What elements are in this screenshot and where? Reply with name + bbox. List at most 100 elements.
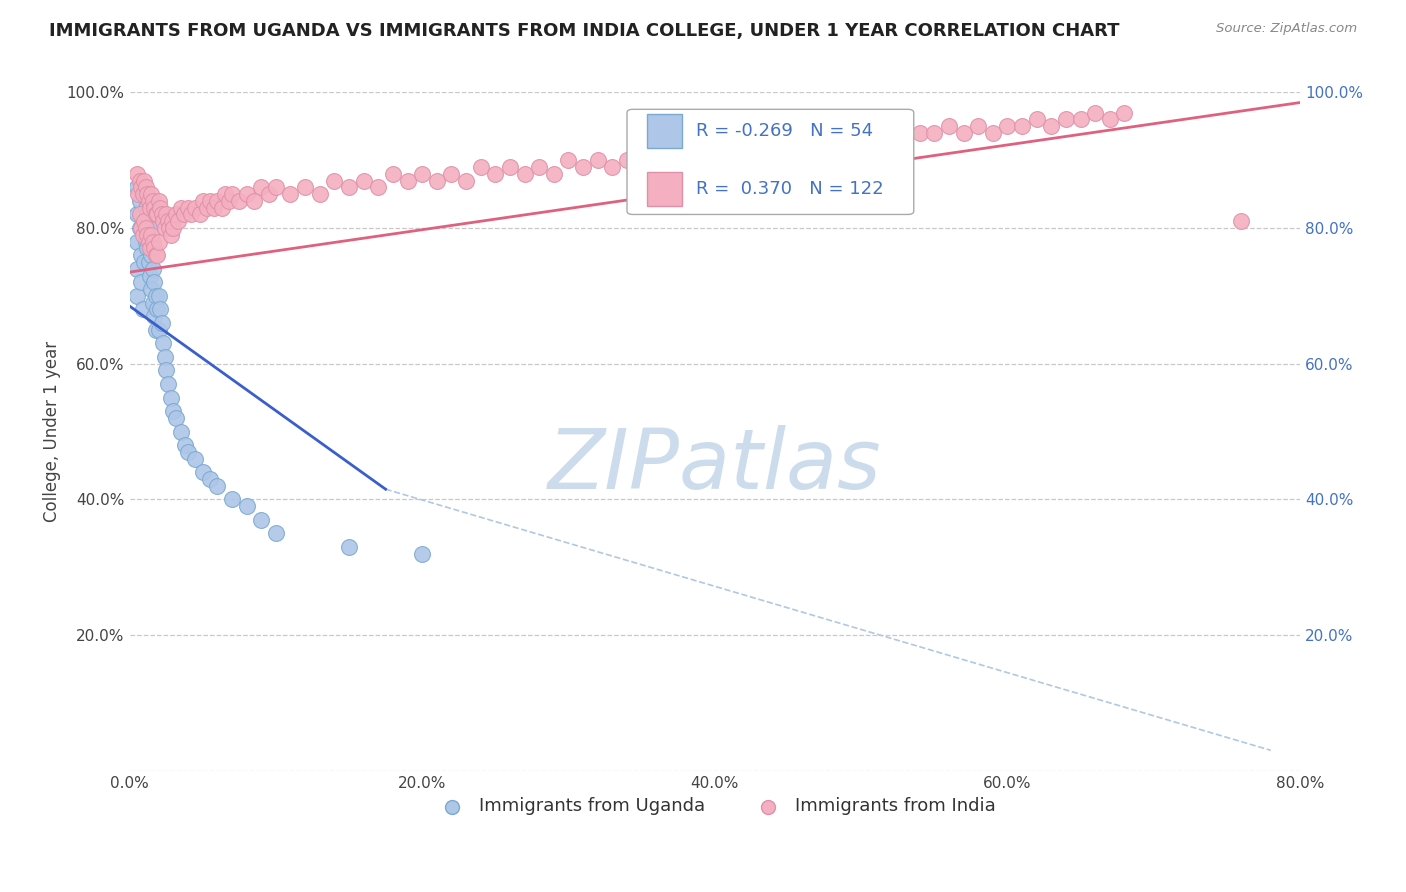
Point — [150, 207, 173, 221]
Text: ZIPatlas: ZIPatlas — [548, 425, 882, 506]
Point — [602, 160, 624, 174]
Point — [1040, 120, 1063, 134]
Point — [145, 248, 167, 262]
Point — [138, 255, 160, 269]
Point — [134, 221, 156, 235]
Point — [499, 160, 522, 174]
Point — [1098, 112, 1121, 127]
Text: Source: ZipAtlas.com: Source: ZipAtlas.com — [1216, 22, 1357, 36]
Point — [184, 201, 207, 215]
Point — [198, 194, 221, 208]
Point — [207, 479, 229, 493]
Point — [149, 201, 172, 215]
Point — [218, 194, 240, 208]
Text: R = -0.269   N = 54: R = -0.269 N = 54 — [696, 122, 873, 140]
Point — [177, 445, 200, 459]
Point — [367, 180, 389, 194]
Point — [143, 275, 166, 289]
Point — [221, 187, 243, 202]
Point — [180, 207, 202, 221]
Point — [135, 180, 157, 194]
Point — [191, 465, 214, 479]
Point — [733, 139, 755, 153]
Point — [353, 173, 375, 187]
Point — [865, 133, 887, 147]
Point — [165, 207, 187, 221]
Point — [894, 133, 917, 147]
Point — [135, 201, 157, 215]
Point — [128, 207, 150, 221]
Point — [153, 221, 176, 235]
Point — [162, 404, 184, 418]
Point — [139, 268, 162, 283]
Point — [806, 139, 828, 153]
Point — [1114, 105, 1136, 120]
Point — [294, 180, 316, 194]
Point — [689, 153, 711, 168]
Point — [141, 227, 163, 242]
Point — [146, 207, 169, 221]
Point — [125, 167, 148, 181]
Point — [835, 139, 858, 153]
Point — [139, 201, 162, 215]
Point — [543, 167, 565, 181]
Point — [228, 194, 250, 208]
Point — [250, 180, 273, 194]
Point — [138, 235, 160, 249]
Point — [156, 377, 179, 392]
Legend: Immigrants from Uganda, Immigrants from India: Immigrants from Uganda, Immigrants from … — [426, 790, 1002, 822]
Point — [142, 261, 165, 276]
Point — [148, 194, 170, 208]
Point — [129, 221, 152, 235]
Point — [159, 227, 181, 242]
Point — [156, 214, 179, 228]
Point — [142, 194, 165, 208]
Point — [995, 120, 1018, 134]
Point — [250, 513, 273, 527]
Point — [513, 167, 536, 181]
Point — [146, 302, 169, 317]
Point — [1084, 105, 1107, 120]
Text: R =  0.370   N = 122: R = 0.370 N = 122 — [696, 179, 884, 198]
Point — [138, 221, 160, 235]
Point — [135, 235, 157, 249]
Point — [981, 126, 1004, 140]
Point — [139, 235, 162, 249]
Point — [148, 289, 170, 303]
Point — [136, 207, 159, 221]
Point — [849, 133, 872, 147]
Bar — [647, 172, 682, 206]
Point — [127, 187, 149, 202]
Point — [776, 139, 799, 153]
Point — [938, 120, 960, 134]
Point — [143, 241, 166, 255]
Point — [134, 214, 156, 228]
Point — [908, 126, 931, 140]
Point — [153, 350, 176, 364]
Point — [134, 173, 156, 187]
Point — [162, 221, 184, 235]
Point — [411, 547, 433, 561]
Point — [152, 336, 174, 351]
Point — [125, 207, 148, 221]
Point — [879, 126, 901, 140]
Point — [198, 472, 221, 486]
Point — [131, 227, 153, 242]
Point — [792, 133, 814, 147]
Point — [174, 438, 197, 452]
Point — [264, 526, 287, 541]
Point — [221, 492, 243, 507]
Point — [157, 221, 180, 235]
Point — [159, 391, 181, 405]
Point — [152, 214, 174, 228]
Point — [264, 180, 287, 194]
Point — [125, 289, 148, 303]
Point — [188, 207, 211, 221]
Point — [396, 173, 419, 187]
Point — [922, 126, 945, 140]
Point — [170, 201, 193, 215]
Point — [257, 187, 280, 202]
Point — [160, 214, 183, 228]
Point — [952, 126, 974, 140]
Point — [141, 187, 163, 202]
